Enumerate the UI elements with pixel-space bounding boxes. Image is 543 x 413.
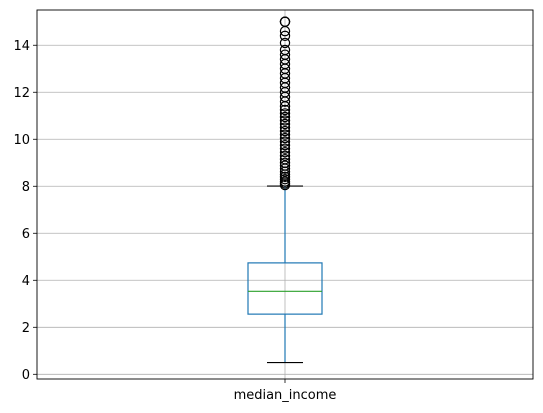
outlier-point: [279, 157, 291, 168]
outlier-point: [279, 150, 291, 161]
y-tick-label: 12: [13, 86, 30, 101]
outlier-point: [279, 30, 291, 42]
outlier-point: [279, 129, 291, 140]
x-tick-label-median-income: median_income: [234, 388, 337, 403]
outlier-point: [279, 160, 291, 171]
outlier-point: [279, 44, 291, 56]
outlier-point: [279, 49, 291, 60]
outlier-points: [279, 16, 291, 191]
y-tick-label: 2: [22, 321, 30, 336]
outlier-point: [279, 154, 291, 165]
outlier-point: [279, 115, 291, 126]
y-tick-label: 14: [13, 39, 30, 54]
outlier-point: [279, 118, 291, 130]
outlier-point: [279, 139, 291, 151]
outlier-point: [279, 136, 291, 147]
y-axis-ticks: 0 2 4 6 8 10 12 14: [13, 39, 37, 383]
y-tick-label: 8: [22, 180, 30, 195]
axes-frame: [36, 9, 534, 380]
outlier-point: [279, 111, 291, 123]
outlier-point: [279, 125, 291, 137]
outlier-point: [279, 146, 291, 158]
outlier-point: [279, 16, 291, 27]
outlier-point: [279, 37, 291, 49]
iqr-box: [247, 262, 323, 315]
outlier-point: [279, 143, 291, 154]
y-tick-label: 6: [22, 227, 30, 242]
outlier-point: [279, 122, 291, 133]
y-tick-label: 4: [22, 274, 30, 289]
y-tick-label: 10: [13, 133, 30, 148]
y-tick-label: 0: [22, 368, 30, 383]
outlier-point: [279, 108, 291, 119]
outlier-point: [279, 104, 291, 116]
outlier-point: [279, 132, 291, 144]
